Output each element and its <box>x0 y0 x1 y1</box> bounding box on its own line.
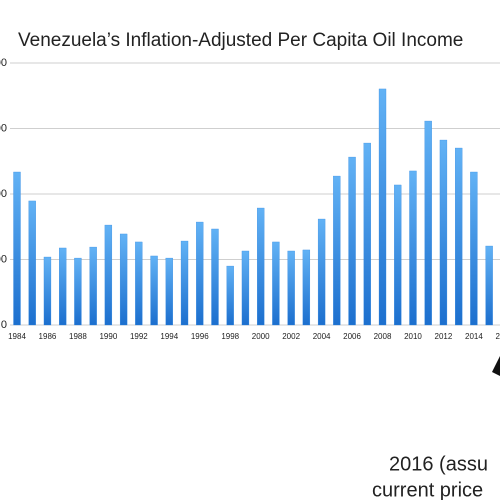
bar <box>363 142 371 326</box>
bar <box>257 207 265 326</box>
x-tick-label: 2000 <box>252 332 270 341</box>
bar <box>394 184 402 326</box>
bar <box>439 139 448 326</box>
bar <box>43 256 52 326</box>
x-tick-label: 2006 <box>343 332 361 341</box>
bar <box>196 221 204 326</box>
bar <box>180 240 189 326</box>
x-tick-label: 1992 <box>130 332 148 341</box>
bar <box>211 228 219 326</box>
x-tick-label: 2008 <box>374 332 392 341</box>
x-tick-label: 2012 <box>435 332 453 341</box>
bar <box>59 247 67 326</box>
x-tick-label: 1996 <box>191 332 209 341</box>
chart-title: Venezuela’s Inflation-Adjusted Per Capit… <box>18 30 463 51</box>
bar <box>302 249 311 326</box>
bar <box>333 175 341 326</box>
bar <box>409 170 417 326</box>
bar <box>13 171 21 326</box>
x-tick-label: 1994 <box>160 332 178 341</box>
bar <box>485 245 493 326</box>
y-tick-label: 1500 <box>0 122 7 134</box>
y-tick-label: 1000 <box>0 188 7 200</box>
bar <box>165 257 173 326</box>
bar <box>470 171 478 326</box>
x-tick-label: 1990 <box>99 332 117 341</box>
annotation: current price <box>372 479 483 500</box>
x-tick-label: 2004 <box>313 332 331 341</box>
y-tick-label: 0 <box>1 319 7 331</box>
x-tick-label: 1986 <box>39 332 57 341</box>
bar <box>317 218 326 326</box>
x-tick-label: 2010 <box>404 332 422 341</box>
y-tick-label: 2000 <box>0 57 7 69</box>
x-tick-label: 1984 <box>8 332 26 341</box>
bar <box>28 200 36 326</box>
bar <box>348 156 356 326</box>
bar <box>226 265 234 326</box>
x-tick-label: 2014 <box>465 332 483 341</box>
x-tick-label: 1998 <box>221 332 239 341</box>
x-tick-label: 2016 <box>495 332 500 341</box>
bar <box>272 241 280 326</box>
x-tick-label: 1988 <box>69 332 87 341</box>
bar <box>455 147 463 326</box>
annotation: 2016 (assu <box>389 453 488 475</box>
bar <box>150 255 158 326</box>
bar <box>424 120 432 326</box>
bar <box>119 233 128 326</box>
x-tick-label: 2002 <box>282 332 300 341</box>
bar <box>135 241 143 326</box>
bar <box>378 88 387 326</box>
bar <box>74 257 82 326</box>
bar <box>287 250 295 326</box>
y-tick-label: 500 <box>0 253 7 265</box>
bar <box>104 224 113 326</box>
bar <box>89 246 97 326</box>
bar <box>241 250 250 326</box>
arrow <box>492 356 500 376</box>
